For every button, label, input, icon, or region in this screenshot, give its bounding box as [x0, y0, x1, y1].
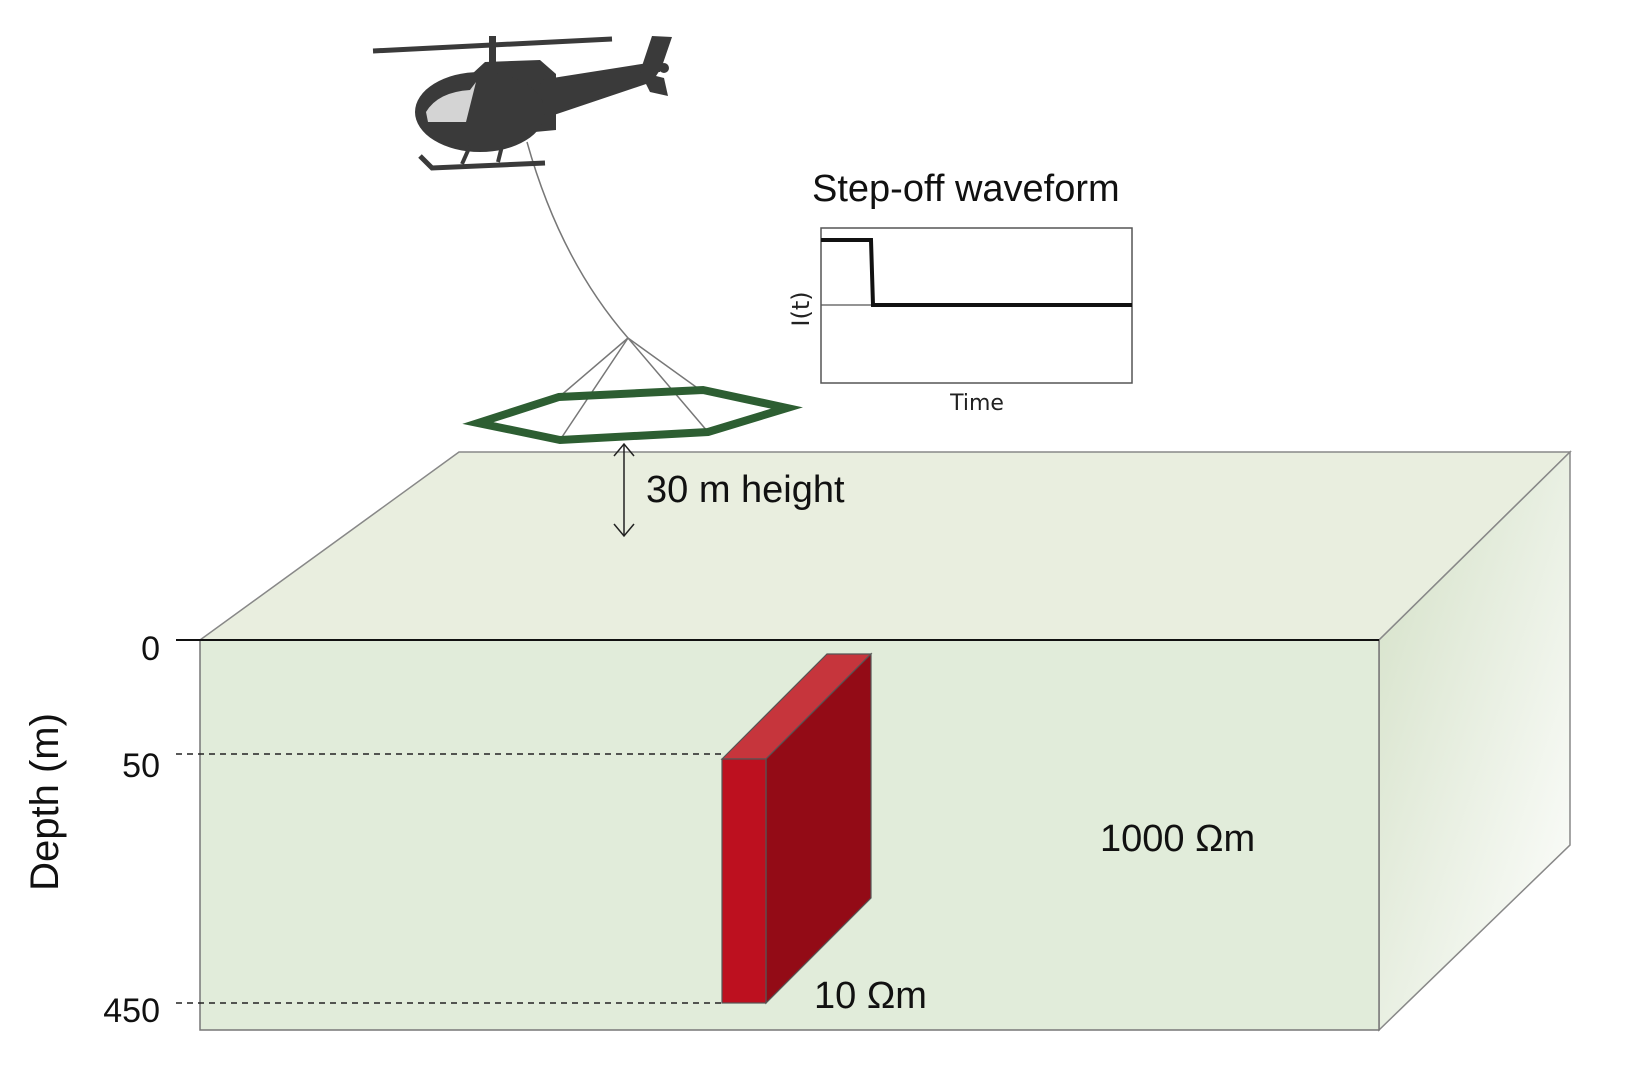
- conductive-block: [720, 652, 873, 1005]
- earth-top-face: [197, 451, 1572, 641]
- depth-tick-450: 450: [103, 992, 160, 1030]
- host-resistivity-label: 1000 Ωm: [1100, 818, 1255, 860]
- helicopter-icon: [372, 36, 672, 171]
- height-arrow: [613, 442, 635, 538]
- waveform-title: Step-off waveform: [812, 168, 1120, 210]
- waveform-xlabel: Time: [949, 391, 1004, 416]
- block-front-face: [721, 758, 767, 1004]
- waveform-chart: Step-off waveform I(t) Time: [787, 168, 1133, 416]
- depth-tick-0: 0: [141, 630, 160, 668]
- depth-tick-50: 50: [122, 747, 160, 785]
- height-label: 30 m height: [646, 469, 845, 511]
- waveform-trace: [821, 238, 1132, 307]
- transmitter-loop: [462, 385, 803, 445]
- block-resistivity-label: 10 Ωm: [814, 975, 927, 1017]
- depth-axis-label: Depth (m): [23, 713, 67, 891]
- earth-model: [176, 450, 1572, 1032]
- waveform-ylabel: I(t): [787, 291, 815, 326]
- tow-cable: [526, 141, 709, 441]
